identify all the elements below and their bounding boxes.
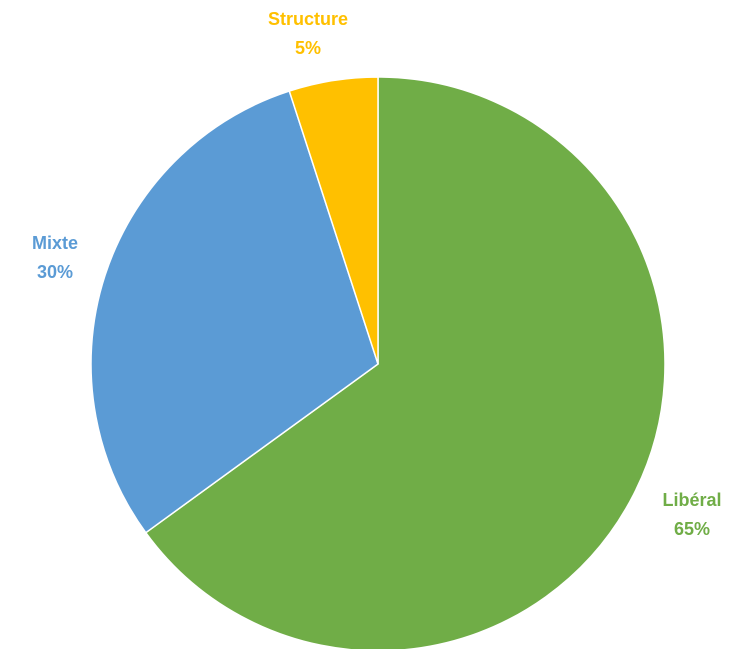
pie-slice-mixte [90,90,379,534]
pie-labels: Libéral 65% Mixte 30% Structure 5% [32,9,722,539]
data-label-category-structure: Structure [268,9,348,29]
data-label-value-structure: 5% [295,38,321,58]
pie-slices [90,76,666,649]
data-label-category-mixte: Mixte [32,233,78,253]
pie-slice-liberal [144,76,666,649]
data-label-value-mixte: 30% [37,262,73,282]
pie-slice-structure [288,76,379,365]
data-label-category-liberal: Libéral [662,490,721,510]
data-label-value-liberal: 65% [674,519,710,539]
